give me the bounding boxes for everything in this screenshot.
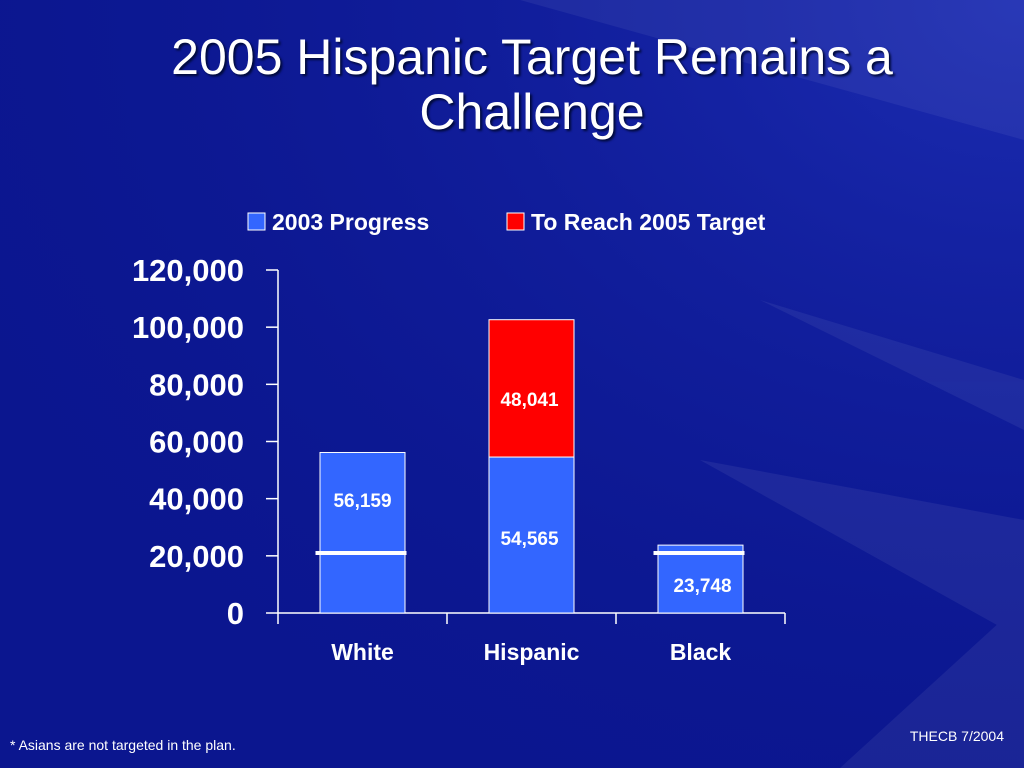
bar-black-series-0 (657, 544, 744, 614)
source-note: THECB 7/2004 (909, 728, 1004, 744)
data-label-hispanic-series-1: 48,041 (500, 390, 559, 411)
y-tick-label-3: 60,000 (149, 425, 244, 460)
data-label-black-series-0: 23,748 (673, 576, 731, 597)
y-tick-label-4: 80,000 (149, 367, 244, 402)
y-tick-label-0: 0 (227, 596, 244, 631)
title-line-2: Challenge (419, 84, 645, 140)
y-tick-label-2: 40,000 (149, 482, 244, 517)
x-tick-label-1: Hispanic (484, 639, 580, 665)
footnote: * Asians are not targeted in the plan. (10, 737, 236, 753)
y-tick-label-1: 20,000 (149, 539, 244, 574)
bar-hispanic-series-0 (488, 456, 575, 614)
legend-swatch-0 (247, 212, 266, 231)
y-tick-label-6: 120,000 (132, 253, 244, 288)
data-label-hispanic-series-0: 54,565 (500, 529, 559, 550)
title-line-1: 2005 Hispanic Target Remains a (171, 29, 893, 85)
data-label-white-series-0: 56,159 (333, 491, 391, 512)
x-tick-label-0: White (331, 639, 394, 665)
legend-label-0: 2003 Progress (272, 209, 429, 235)
y-tick-label-5: 100,000 (132, 310, 244, 345)
bar-hispanic-series-1 (488, 319, 575, 458)
legend-label-1: To Reach 2005 Target (531, 209, 766, 235)
legend-swatch-1 (506, 212, 525, 231)
slide-title: 2005 Hispanic Target Remains a Challenge (60, 30, 1004, 140)
bar-white-series-0 (319, 451, 406, 614)
x-tick-label-2: Black (670, 639, 732, 665)
